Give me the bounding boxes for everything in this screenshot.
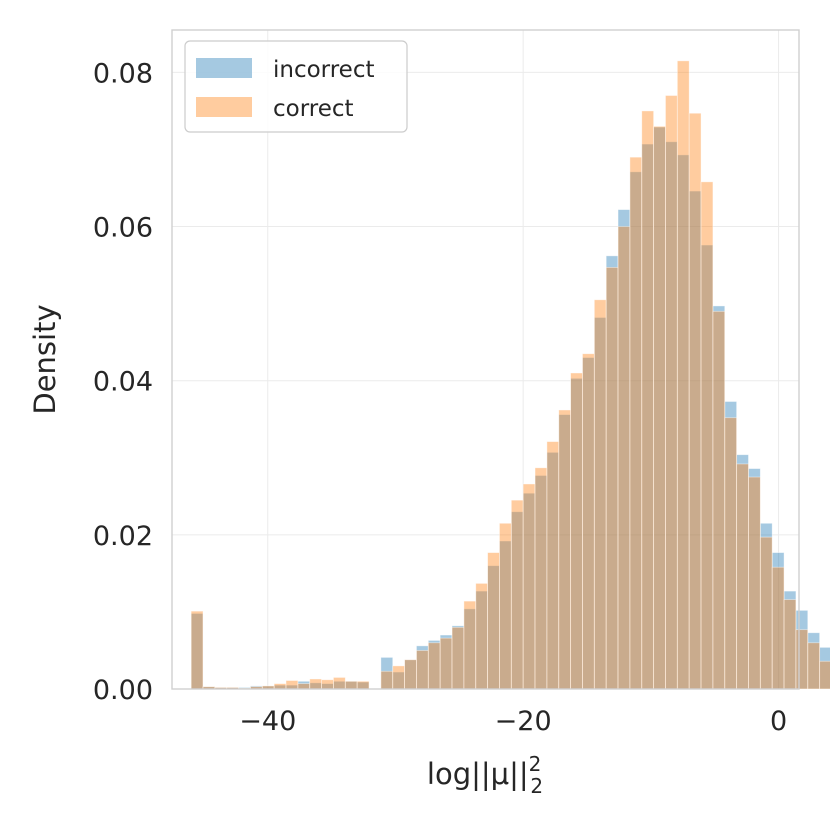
histogram-bar-correct <box>629 156 643 690</box>
y-tick-label: 0.06 <box>93 213 153 244</box>
legend-swatch-incorrect <box>196 58 252 78</box>
histogram-bar-correct <box>285 680 299 690</box>
histogram-bar-correct <box>724 417 738 690</box>
histogram-bar-correct <box>582 353 595 690</box>
histogram-bar-correct <box>333 677 346 690</box>
histogram-bar-correct <box>427 642 441 690</box>
histogram-bar-correct <box>510 499 524 690</box>
histogram-bar-correct <box>688 112 702 690</box>
histogram-bar-correct <box>404 659 417 690</box>
histogram-bar-correct <box>463 600 477 690</box>
histogram-bar-correct <box>475 583 489 690</box>
histogram-bar-correct <box>451 626 465 690</box>
y-tick-labels: 0.00 0.02 0.04 0.06 0.08 <box>93 58 153 706</box>
histogram-bar-correct <box>641 110 655 690</box>
histogram-bar-correct <box>617 226 631 690</box>
histogram-bar-correct <box>297 683 311 690</box>
histogram-bar-correct <box>783 599 797 690</box>
x-tick-label: −40 <box>239 706 296 737</box>
histogram-bar-correct <box>736 463 749 690</box>
histogram-bar-correct <box>321 679 334 690</box>
histogram-bar-correct <box>759 536 773 690</box>
histogram-bar-correct <box>570 372 583 690</box>
histogram-bar-correct <box>499 522 512 690</box>
histogram-bar-correct <box>487 552 500 690</box>
histogram-bar-correct <box>380 670 394 690</box>
legend-box <box>184 40 408 133</box>
x-tick-labels: −40 −20 0 <box>239 706 787 737</box>
histogram-bar-correct <box>356 680 370 690</box>
histogram-bar-correct <box>522 483 536 690</box>
x-tick-label: −20 <box>495 706 552 737</box>
legend-label-incorrect: incorrect <box>273 57 375 83</box>
histogram-bar-correct <box>534 467 548 690</box>
histogram-bar-correct <box>712 310 726 690</box>
legend-label-correct: correct <box>273 96 354 122</box>
x-axis-label: log||μ||2 2 <box>427 752 543 798</box>
legend-swatch-correct <box>196 97 252 117</box>
histogram-bar-correct <box>558 409 572 690</box>
y-tick-label: 0.00 <box>93 675 153 706</box>
y-tick-label: 0.08 <box>93 58 153 89</box>
histogram-bar-correct <box>416 650 429 690</box>
histogram-bar-correct <box>819 660 830 690</box>
histogram-bar-correct <box>653 125 666 690</box>
x-tick-label: 0 <box>770 706 787 737</box>
histogram-bar-correct <box>273 683 287 690</box>
histogram-bar-correct <box>439 637 453 690</box>
histogram-bar-correct <box>700 181 714 690</box>
histogram-bar-correct <box>309 678 322 690</box>
plot-frame <box>171 29 800 690</box>
histogram-bar-correct <box>807 642 821 690</box>
histogram-bar-correct <box>593 299 607 690</box>
histogram-bar-correct <box>344 680 358 690</box>
histogram-bar-correct <box>392 665 406 690</box>
y-tick-label: 0.02 <box>93 521 153 552</box>
legend: incorrect correct <box>184 40 408 133</box>
histogram-bar-correct <box>605 266 619 690</box>
y-tick-label: 0.04 <box>93 367 153 398</box>
histogram-bar-correct <box>771 566 785 690</box>
y-axis-label: Density <box>28 304 62 414</box>
histogram-bar-correct <box>546 441 560 690</box>
histogram-bar-correct <box>748 476 761 690</box>
series-correct <box>190 60 830 690</box>
histogram-bar-correct <box>795 629 809 690</box>
histogram-bar-correct <box>190 610 204 690</box>
histogram-bar-correct <box>676 60 690 690</box>
histogram-bar-correct <box>665 95 678 690</box>
